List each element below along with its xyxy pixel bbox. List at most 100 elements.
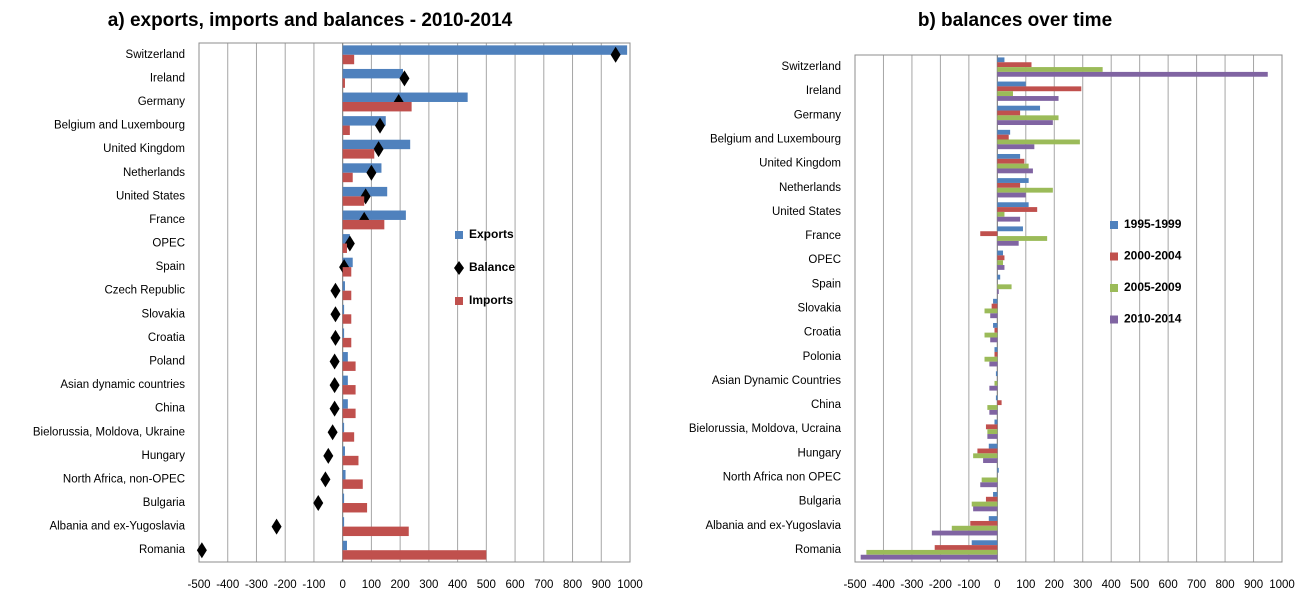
bar	[342, 432, 355, 442]
bar	[342, 267, 352, 277]
bar	[971, 501, 998, 507]
bar	[997, 134, 1009, 140]
x-tick-label: 600	[505, 579, 524, 591]
bar	[995, 395, 998, 401]
balance-marker	[375, 117, 386, 134]
bar	[866, 549, 998, 555]
bar	[860, 554, 998, 560]
bar	[342, 517, 345, 527]
balance-marker	[327, 424, 338, 441]
balance-marker	[373, 141, 384, 158]
x-tick-label: -200	[929, 579, 952, 591]
bar	[342, 78, 345, 88]
y-tick-label: North Africa non OPEC	[723, 472, 841, 484]
y-tick-label: Albania and ex-Yugoslavia	[705, 520, 841, 532]
y-tick-label: China	[811, 399, 842, 411]
bar	[342, 503, 368, 513]
legend-label: 2000-2004	[1124, 249, 1182, 263]
y-tick-label: Czech Republic	[104, 285, 185, 297]
bar	[342, 479, 363, 489]
y-tick-label: Belgium and Luxembourg	[54, 120, 185, 132]
legend-swatch	[455, 297, 463, 305]
bar	[970, 520, 998, 526]
balance-marker	[366, 164, 377, 181]
x-tick-label: -500	[843, 579, 866, 591]
balance-marker	[330, 329, 341, 346]
x-tick-label: -100	[302, 579, 325, 591]
bar	[997, 120, 1053, 126]
bar	[342, 149, 375, 159]
y-tick-label: United States	[116, 190, 185, 202]
bar	[993, 322, 998, 328]
x-tick-label: 600	[1159, 579, 1178, 591]
bar	[997, 216, 1021, 222]
x-tick-label: -100	[957, 579, 980, 591]
bar	[994, 327, 998, 333]
balance-marker	[610, 46, 621, 63]
balance-marker	[320, 471, 331, 488]
legend-label: 1995-1999	[1124, 217, 1182, 231]
bar	[997, 178, 1029, 183]
y-tick-label: North Africa, non-OPEC	[63, 473, 185, 485]
x-tick-label: 800	[1215, 579, 1234, 591]
bar	[997, 240, 1019, 246]
bar	[997, 168, 1033, 174]
bar	[342, 446, 345, 456]
bar	[997, 192, 1026, 198]
bar	[971, 540, 998, 546]
bar	[342, 290, 352, 301]
legend-swatch	[1110, 252, 1118, 261]
bar	[997, 67, 1103, 72]
bar	[342, 422, 345, 433]
bar	[342, 219, 385, 230]
y-tick-label: Hungary	[142, 450, 186, 462]
y-tick-label: Belgium and Luxembourg	[710, 134, 841, 146]
bar	[987, 429, 998, 435]
bar	[973, 453, 998, 459]
bar	[997, 110, 1021, 116]
bar	[342, 550, 487, 560]
bar	[994, 347, 998, 352]
bar	[985, 496, 998, 502]
bar	[997, 207, 1038, 212]
x-tick-label: 400	[1102, 579, 1121, 591]
y-tick-label: Albania and ex-Yugoslavia	[49, 521, 185, 533]
y-tick-label: Romania	[795, 544, 842, 556]
bar	[997, 129, 1011, 135]
legend-swatch	[1110, 284, 1118, 292]
y-tick-label: United Kingdom	[759, 158, 841, 170]
bar	[342, 399, 348, 409]
y-tick-label: Polonia	[803, 351, 842, 363]
bar	[994, 351, 998, 357]
bar	[997, 139, 1080, 145]
y-tick-label: Spain	[156, 261, 185, 273]
bar	[342, 45, 628, 55]
y-tick-label: Switzerland	[126, 49, 185, 61]
x-tick-label: 800	[563, 579, 582, 591]
x-tick-label: -400	[216, 579, 239, 591]
bar	[980, 482, 998, 488]
x-tick-label: 1000	[617, 579, 643, 591]
balance-marker	[329, 400, 340, 417]
x-tick-label: 500	[477, 579, 496, 591]
bar	[997, 163, 1029, 169]
bar	[997, 255, 1005, 261]
bar	[997, 187, 1053, 193]
bar	[342, 257, 353, 268]
bar	[342, 68, 404, 79]
y-tick-label: Bielorussia, Moldova, Ucraina	[689, 423, 842, 435]
x-tick-label: 700	[1187, 579, 1206, 591]
y-tick-label: Poland	[149, 356, 185, 368]
y-tick-label: China	[155, 403, 186, 415]
bar	[997, 105, 1041, 111]
chart-title: a) exports, imports and balances - 2010-…	[108, 10, 513, 31]
y-tick-label: Asian dynamic countries	[60, 379, 185, 391]
x-tick-label: 0	[339, 579, 345, 591]
y-tick-label: Slovakia	[142, 308, 186, 320]
bar	[342, 139, 411, 150]
legend-label: Exports	[469, 227, 514, 241]
bar	[342, 455, 359, 466]
balance-marker	[313, 495, 324, 512]
bar	[997, 91, 1013, 97]
y-tick-label: Croatia	[804, 327, 842, 339]
